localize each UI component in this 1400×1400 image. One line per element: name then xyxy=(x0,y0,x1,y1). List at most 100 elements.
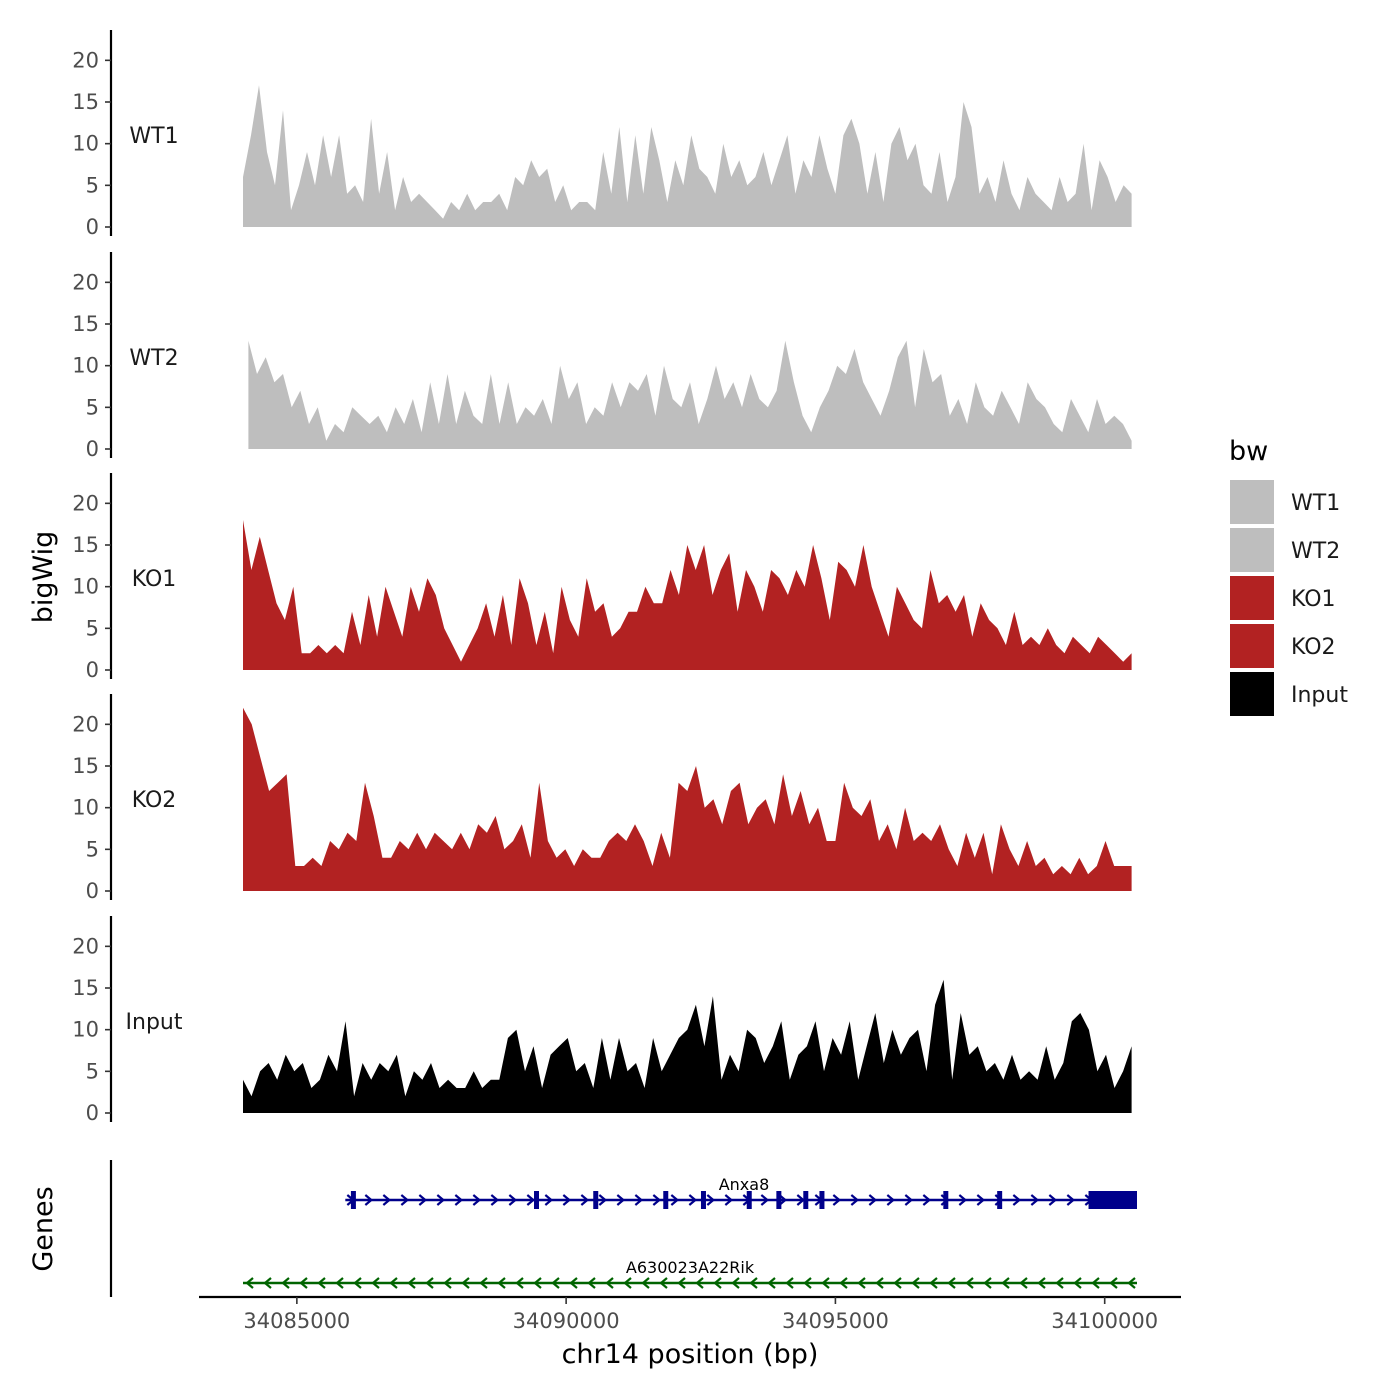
coverage-area-WT2 xyxy=(248,340,1132,449)
strand-arrow xyxy=(1019,1277,1028,1289)
strand-arrow xyxy=(490,1194,500,1206)
coverage-area-KO2 xyxy=(243,707,1132,891)
strand-arrow xyxy=(587,1277,596,1289)
y-tick-label: 15 xyxy=(72,312,99,336)
y-tick-label: 5 xyxy=(86,616,99,640)
strand-arrow xyxy=(976,1194,986,1206)
strand-arrow xyxy=(767,1277,776,1289)
strand-arrow xyxy=(1030,1194,1040,1206)
strand-arrow xyxy=(1091,1277,1100,1289)
y-tick-label: 5 xyxy=(86,173,99,197)
strand-arrow xyxy=(839,1277,848,1289)
strand-arrow xyxy=(868,1194,878,1206)
strand-arrow xyxy=(472,1194,482,1206)
legend-label: Input xyxy=(1291,683,1348,708)
y-tick-label: 0 xyxy=(86,215,99,239)
strand-arrow xyxy=(1001,1277,1010,1289)
strand-arrow xyxy=(616,1194,626,1206)
strand-arrow xyxy=(245,1277,254,1289)
coverage-area-Input xyxy=(243,979,1132,1113)
strand-arrow xyxy=(317,1277,326,1289)
strand-arrow xyxy=(407,1277,416,1289)
exon xyxy=(534,1191,540,1209)
tracks-layer: 0 5 10 15 20 WT1 0 5 10 15 20 WT2 0 5 10 15 20 KO1 0 5 10 15 2… xyxy=(72,30,1132,1125)
strand-arrow xyxy=(904,1194,914,1206)
strand-arrow xyxy=(1055,1277,1064,1289)
track-WT1: 0 5 10 15 20 WT1 xyxy=(72,30,1132,239)
strand-arrow xyxy=(371,1277,380,1289)
strand-arrow xyxy=(886,1194,896,1206)
y-tick-label: 15 xyxy=(72,976,99,1000)
strand-arrow xyxy=(713,1277,722,1289)
strand-arrow xyxy=(760,1194,770,1206)
coverage-area-KO1 xyxy=(243,520,1132,670)
exon xyxy=(943,1191,949,1209)
legend: WT1 WT2 KO1 KO2 Input xyxy=(1230,480,1348,716)
strand-arrow xyxy=(634,1194,644,1206)
y-tick-label: 10 xyxy=(72,132,99,156)
track-label: KO2 xyxy=(132,788,177,813)
strand-arrow xyxy=(695,1277,704,1289)
track-KO1: 0 5 10 15 20 KO1 xyxy=(72,473,1132,682)
strand-arrow xyxy=(515,1277,524,1289)
track-Input: 0 5 10 15 20 Input xyxy=(72,916,1132,1125)
y-tick-label: 20 xyxy=(72,712,99,736)
strand-arrow xyxy=(461,1277,470,1289)
strand-arrow xyxy=(922,1194,932,1206)
strand-arrow xyxy=(893,1277,902,1289)
legend-label: KO1 xyxy=(1291,587,1336,612)
y-tick-label: 20 xyxy=(72,270,99,294)
legend-label: KO2 xyxy=(1291,635,1336,660)
strand-arrow xyxy=(749,1277,758,1289)
strand-arrow xyxy=(551,1277,560,1289)
strand-arrow xyxy=(544,1194,554,1206)
strand-arrow xyxy=(670,1194,680,1206)
track-WT2: 0 5 10 15 20 WT2 xyxy=(72,252,1132,461)
strand-arrow xyxy=(1048,1194,1058,1206)
y-tick-label: 15 xyxy=(72,533,99,557)
genes-layer: Anxa8 A630023A22Rik xyxy=(109,1160,1137,1297)
strand-arrow xyxy=(850,1194,860,1206)
strand-arrow xyxy=(533,1277,542,1289)
exon xyxy=(593,1191,599,1209)
strand-arrow xyxy=(263,1277,272,1289)
exon xyxy=(350,1191,356,1209)
y-tick-label: 10 xyxy=(72,575,99,599)
strand-arrow xyxy=(1012,1194,1022,1206)
strand-arrow xyxy=(1127,1277,1136,1289)
track-label: WT2 xyxy=(129,346,178,371)
legend-key-KO1 xyxy=(1230,576,1274,620)
genes-axis-title: Genes xyxy=(28,1186,59,1271)
strand-arrow xyxy=(526,1194,536,1206)
strand-arrow xyxy=(436,1194,446,1206)
strand-arrow xyxy=(911,1277,920,1289)
strand-arrow xyxy=(1037,1277,1046,1289)
x-tick-label: 34100000 xyxy=(1051,1309,1158,1333)
strand-arrow xyxy=(364,1194,374,1206)
strand-arrow xyxy=(803,1277,812,1289)
y-tick-label: 0 xyxy=(86,1101,99,1125)
strand-arrow xyxy=(382,1194,392,1206)
strand-arrow xyxy=(353,1277,362,1289)
strand-arrow xyxy=(623,1277,632,1289)
strand-arrow xyxy=(821,1277,830,1289)
legend-label: WT2 xyxy=(1291,539,1340,564)
exon-utr xyxy=(1088,1191,1137,1209)
gene-label: A630023A22Rik xyxy=(626,1258,755,1277)
strand-arrow xyxy=(598,1194,608,1206)
exon xyxy=(803,1191,809,1209)
strand-arrow xyxy=(497,1277,506,1289)
exon xyxy=(663,1191,669,1209)
strand-arrow xyxy=(677,1277,686,1289)
x-tick-label: 34095000 xyxy=(782,1309,889,1333)
strand-arrow xyxy=(580,1194,590,1206)
strand-arrow xyxy=(454,1194,464,1206)
x-axis-title: chr14 position (bp) xyxy=(562,1339,819,1370)
strand-arrow xyxy=(443,1277,452,1289)
track-label: WT1 xyxy=(129,124,178,149)
strand-arrow xyxy=(389,1277,398,1289)
strand-arrow xyxy=(929,1277,938,1289)
strand-arrow xyxy=(724,1194,734,1206)
legend-title: bw xyxy=(1229,436,1268,467)
exon xyxy=(776,1191,782,1209)
